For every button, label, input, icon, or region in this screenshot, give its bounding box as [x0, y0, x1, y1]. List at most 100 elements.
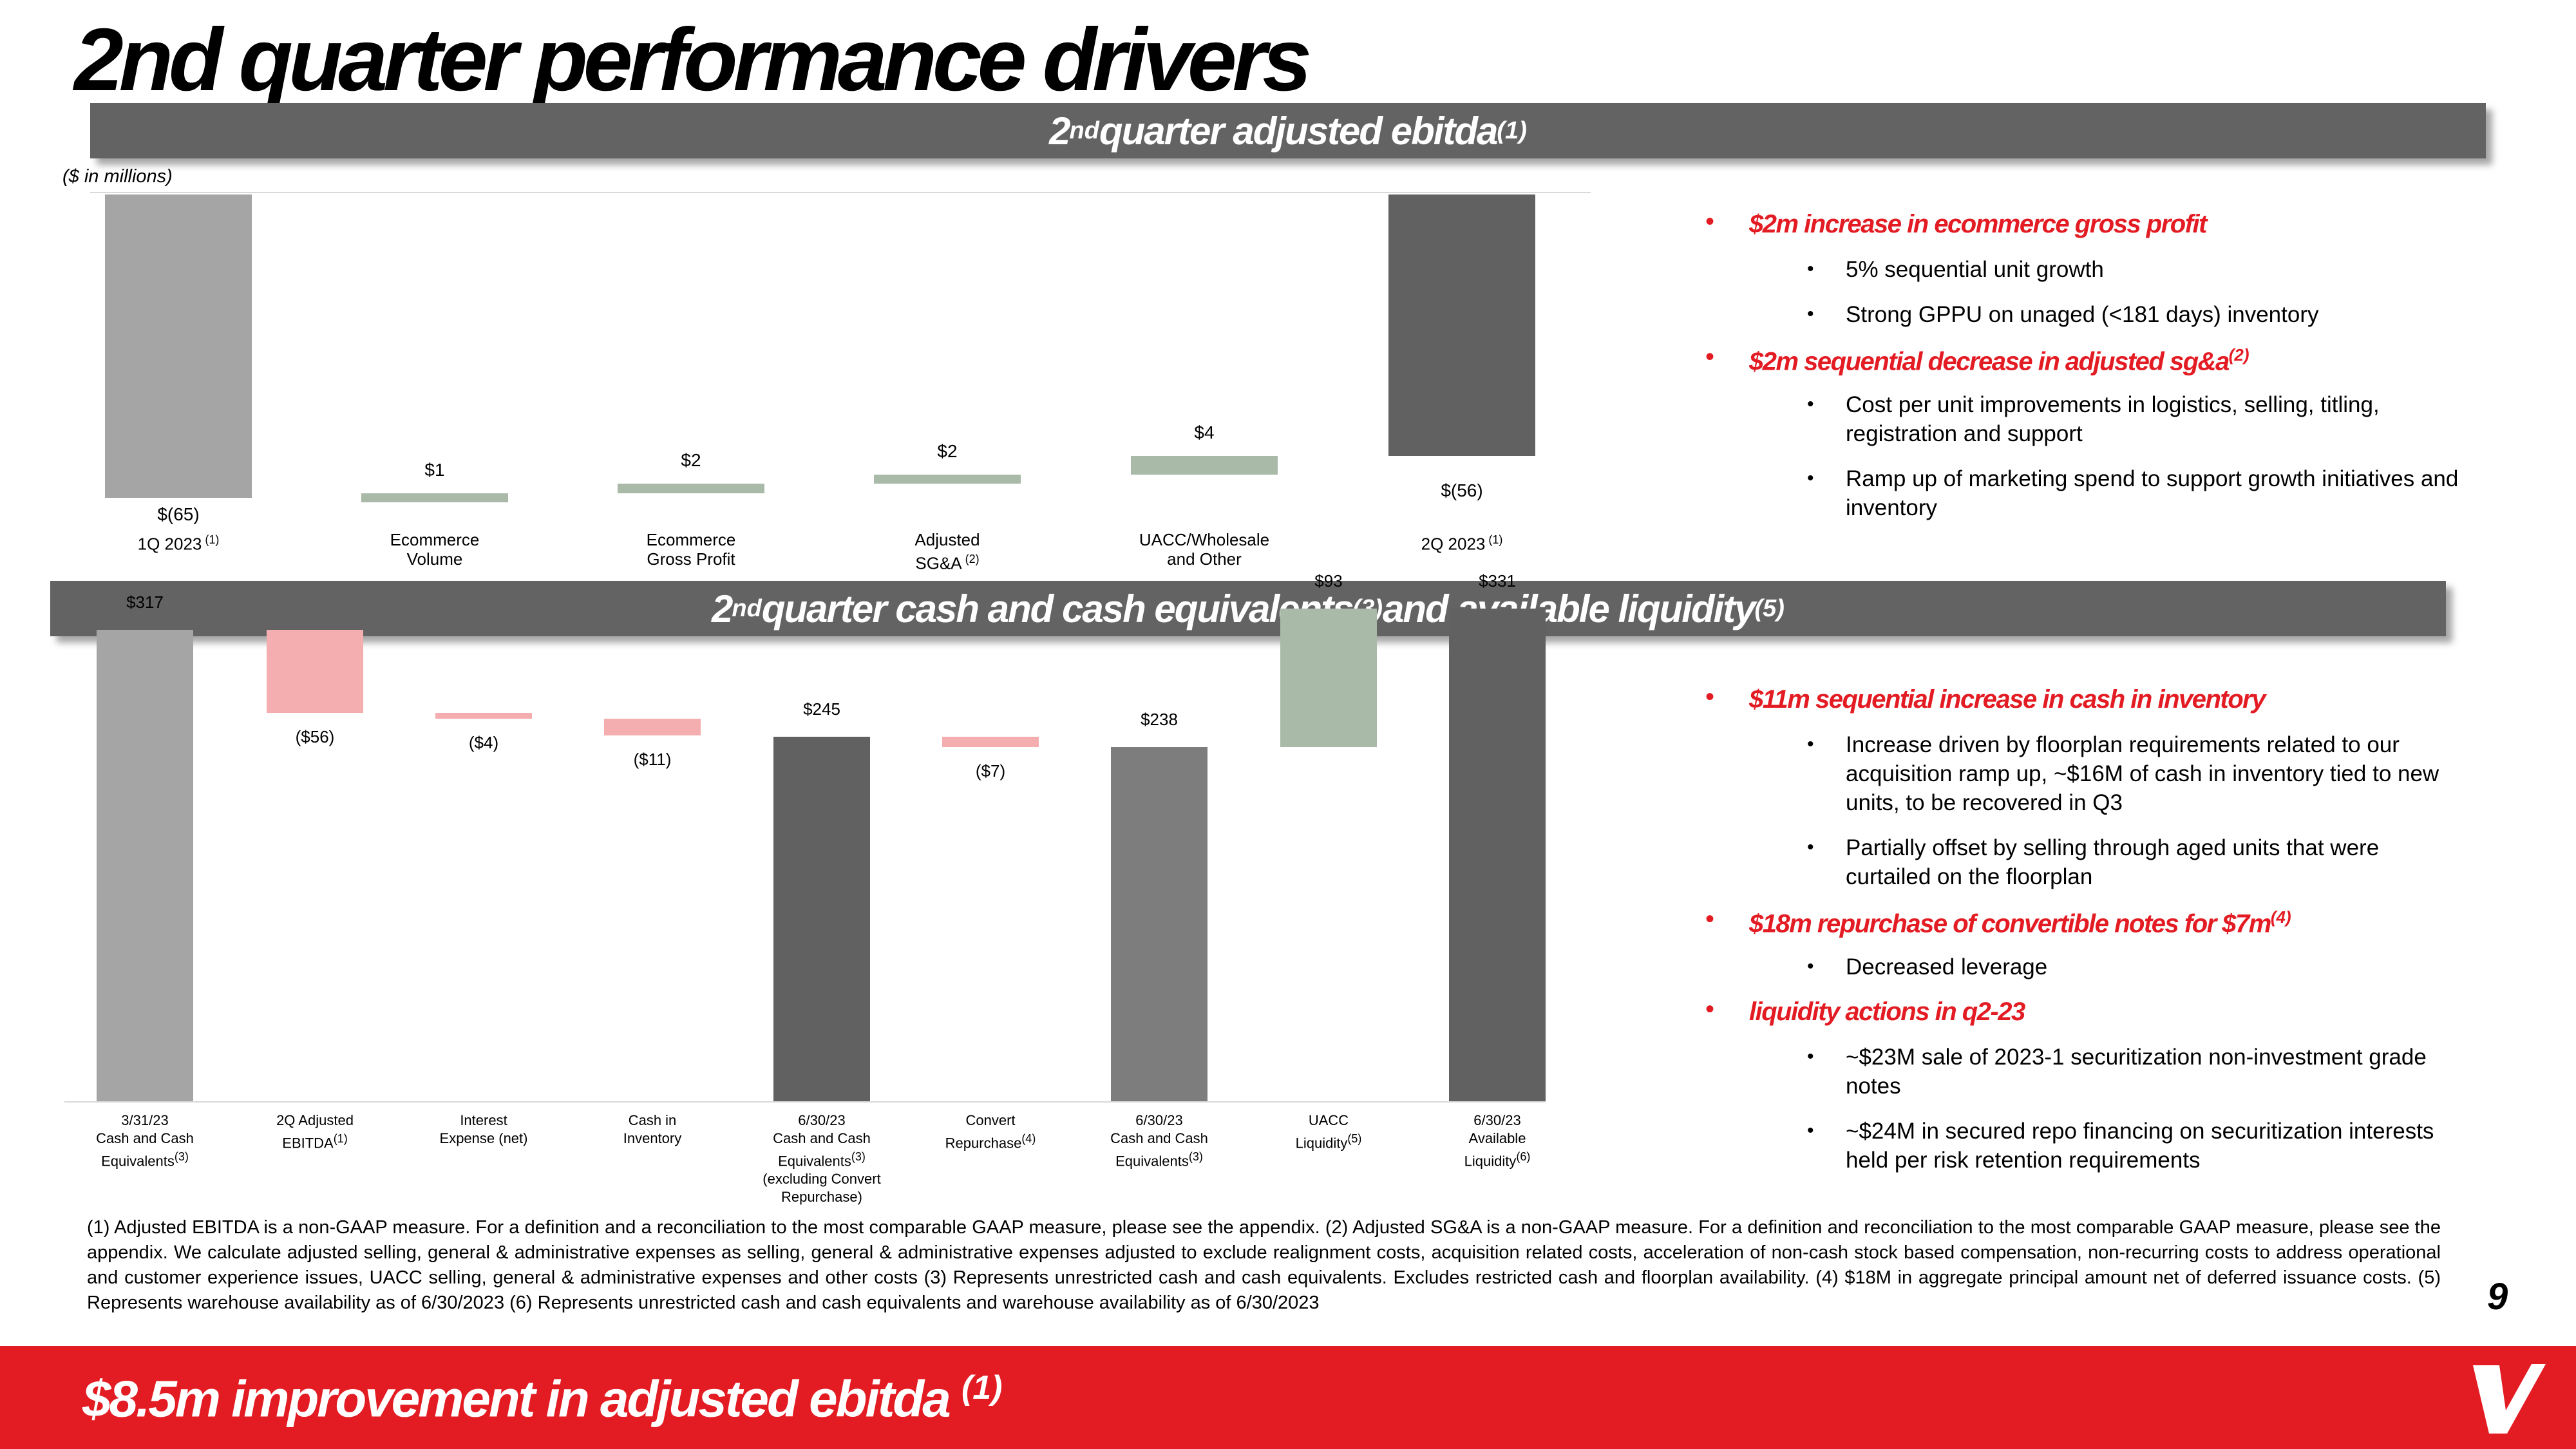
chart-baseline: [64, 1101, 1546, 1103]
sub-bullet-text: Ramp up of marketing spend to support gr…: [1846, 466, 2459, 520]
bullet-heading-text: $18m repurchase of convertible notes for…: [1749, 909, 2271, 938]
cash-category-label: 6/30/23 Cash and Cash Equivalents(3) (exclu…: [744, 1112, 899, 1206]
ebitda-value-label: $1: [424, 459, 445, 480]
vroom-v-logo-icon: [2473, 1364, 2546, 1434]
cash-category-label: Interest Expense (net): [406, 1112, 561, 1148]
page-number: 9: [2487, 1276, 2508, 1318]
ebitda-value-label: $2: [937, 440, 958, 461]
category-line: Expense (net): [439, 1130, 528, 1146]
category-line: 2Q 2023: [1421, 534, 1486, 554]
banner-ordinal: 2: [1049, 109, 1070, 153]
cash-bar: [604, 719, 701, 735]
sub-bullet-text: Cost per unit improvements in logistics,…: [1846, 392, 2380, 446]
sub-bullet-dot: •: [1807, 393, 1814, 415]
sub-bullet-text: Increase driven by floorplan requirement…: [1846, 732, 2439, 815]
cash-value-label: ($4): [468, 733, 499, 753]
cash-value-label: $93: [1314, 571, 1343, 591]
banner-note: (1): [1497, 117, 1527, 144]
cash-bar: [267, 629, 363, 714]
cash-bar: [1280, 609, 1377, 748]
cash-category-label: 2Q Adjusted EBITDA(1): [238, 1112, 392, 1152]
category-note: (5): [1347, 1132, 1362, 1145]
category-line: 1Q 2023: [137, 534, 202, 554]
category-line: Cash and Cash: [773, 1130, 871, 1146]
bullet-heading-text: $11m sequential increase in cash in inve…: [1749, 685, 2266, 714]
sub-bullet-dot: •: [1807, 1046, 1814, 1067]
footer-headline-text: $8.5m improvement in adjusted ebitda: [82, 1370, 961, 1428]
category-line: 6/30/23: [1473, 1112, 1521, 1128]
cash-bar: [435, 713, 532, 719]
cash-section-banner: 2nd quarter cash and cash equivalents(3)…: [50, 581, 2446, 636]
cash-bar: [773, 737, 870, 1101]
ebitda-bar: [618, 484, 764, 493]
cash-value-label: $317: [126, 592, 164, 612]
page-title: 2nd quarter performance drivers: [74, 10, 1312, 109]
cash-category-label: 3/31/23 Cash and Cash Equivalents(3): [68, 1112, 222, 1170]
category-line: Cash and Cash: [1110, 1130, 1208, 1146]
ebitda-bar: [1388, 194, 1535, 456]
sub-bullet-dot: •: [1807, 734, 1814, 755]
category-line: 6/30/23: [798, 1112, 846, 1128]
category-line: Gross Profit: [647, 549, 735, 569]
ebitda-category-label: UACC/Wholesale and Other: [1114, 530, 1294, 569]
sub-bullet-text: 5% sequential unit growth: [1846, 257, 2104, 282]
sub-bullet-text: Partially offset by selling through aged…: [1846, 835, 2380, 889]
category-line: Ecommerce: [646, 530, 736, 549]
category-line: Equivalents: [1115, 1153, 1189, 1170]
ebitda-value-label: $(56): [1441, 480, 1483, 500]
category-line: Liquidity: [1464, 1153, 1517, 1170]
category-line: 6/30/23: [1135, 1112, 1183, 1128]
category-line: Repurchase): [781, 1189, 862, 1206]
ebitda-bar: [1131, 455, 1278, 475]
banner-title-2: and available liquidity: [1383, 587, 1756, 630]
sub-bullet-dot: •: [1807, 303, 1814, 325]
footer-headline: $8.5m improvement in adjusted ebitda (1): [82, 1368, 1003, 1429]
ebitda-value-label: $2: [681, 450, 701, 471]
cash-value-label: ($11): [633, 749, 672, 769]
bullet-dot: •: [1705, 343, 1715, 371]
units-note: ($ in millions): [62, 166, 173, 187]
category-line: Adjusted: [914, 530, 980, 549]
bullet-heading: $11m sequential increase in cash in inve…: [1749, 685, 2266, 714]
category-line: SG&A: [915, 553, 962, 573]
chart-gridline: [90, 192, 1591, 193]
ebitda-category-label: Ecommerce Gross Profit: [601, 530, 781, 569]
cash-category-label: Convert Repurchase(4): [913, 1112, 1068, 1152]
category-note: (6): [1516, 1150, 1531, 1163]
bullet-dot: •: [1705, 905, 1715, 933]
ebitda-value-label: $4: [1194, 422, 1215, 442]
cash-bar: [97, 629, 193, 1101]
sub-bullet-dot: •: [1807, 837, 1814, 858]
banner-title: quarter cash and cash equivalents: [761, 587, 1354, 630]
cash-category-label: Cash in Inventory: [575, 1112, 730, 1148]
category-line: Cash in: [628, 1112, 677, 1128]
category-note: (4): [1021, 1132, 1036, 1145]
category-line: 2Q Adjusted: [276, 1112, 354, 1128]
ebitda-category-label: 2Q 2023 (1): [1372, 530, 1552, 554]
category-line: Available: [1468, 1130, 1526, 1146]
category-note: (1): [202, 533, 220, 546]
banner-title: quarter adjusted ebitda: [1099, 109, 1498, 153]
bullet-heading: $18m repurchase of convertible notes for…: [1749, 907, 2291, 938]
sub-bullet-text: Strong GPPU on unaged (<181 days) invent…: [1846, 302, 2319, 327]
bullet-heading-note: (4): [2270, 907, 2291, 927]
cash-value-label: $238: [1141, 710, 1178, 730]
bullet-heading-text: $2m increase in ecommerce gross profit: [1749, 210, 2208, 238]
category-line: and Other: [1167, 549, 1242, 569]
sub-bullet-dot: •: [1807, 1120, 1814, 1141]
footnote: (1) Adjusted EBITDA is a non-GAAP measur…: [87, 1217, 2441, 1313]
category-note: (1): [1485, 533, 1503, 546]
category-note: (1): [333, 1132, 348, 1145]
cash-category-label: 6/30/23 Cash and Cash Equivalents(3): [1082, 1112, 1236, 1170]
ebitda-value-label: $(65): [157, 504, 200, 524]
footer-note: (1): [961, 1369, 1003, 1406]
category-line: (excluding Convert: [762, 1171, 881, 1188]
category-line: EBITDA: [282, 1135, 334, 1151]
category-line: Cash and Cash: [96, 1130, 194, 1146]
bullet-heading-text: $2m sequential decrease in adjusted sg&a: [1749, 347, 2230, 376]
bullet-heading-note: (2): [2228, 345, 2249, 365]
ebitda-bar: [361, 493, 508, 502]
banner-note-2: (5): [1754, 594, 1785, 622]
bullet-dot: •: [1705, 683, 1715, 711]
